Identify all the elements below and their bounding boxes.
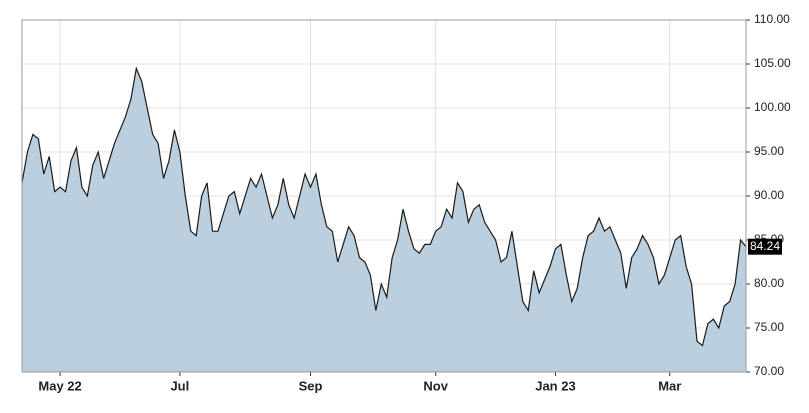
x-tick-label: Nov [423, 378, 448, 393]
x-tick-label: Mar [658, 378, 681, 393]
x-tick-label: Jul [170, 378, 189, 393]
plot-frame [21, 19, 747, 373]
x-tick-label: Sep [299, 378, 323, 393]
y-tick-label: 80.00 [754, 276, 784, 290]
last-value-label: 84.24 [750, 239, 780, 253]
area-fill [22, 68, 746, 373]
y-tick-label: 95.00 [754, 144, 784, 158]
x-tick-label: May 22 [38, 378, 81, 393]
y-tick-label: 75.00 [754, 320, 784, 334]
y-tick-label: 100.00 [754, 100, 791, 114]
y-tick-label: 110.00 [754, 12, 790, 26]
price-line [21, 66, 747, 347]
y-tick-label: 70.00 [754, 364, 784, 378]
x-tick-label: Jan 23 [535, 378, 575, 393]
y-tick-label: 105.00 [754, 56, 791, 70]
last-value-box [748, 238, 782, 255]
y-tick-label: 90.00 [754, 188, 784, 202]
